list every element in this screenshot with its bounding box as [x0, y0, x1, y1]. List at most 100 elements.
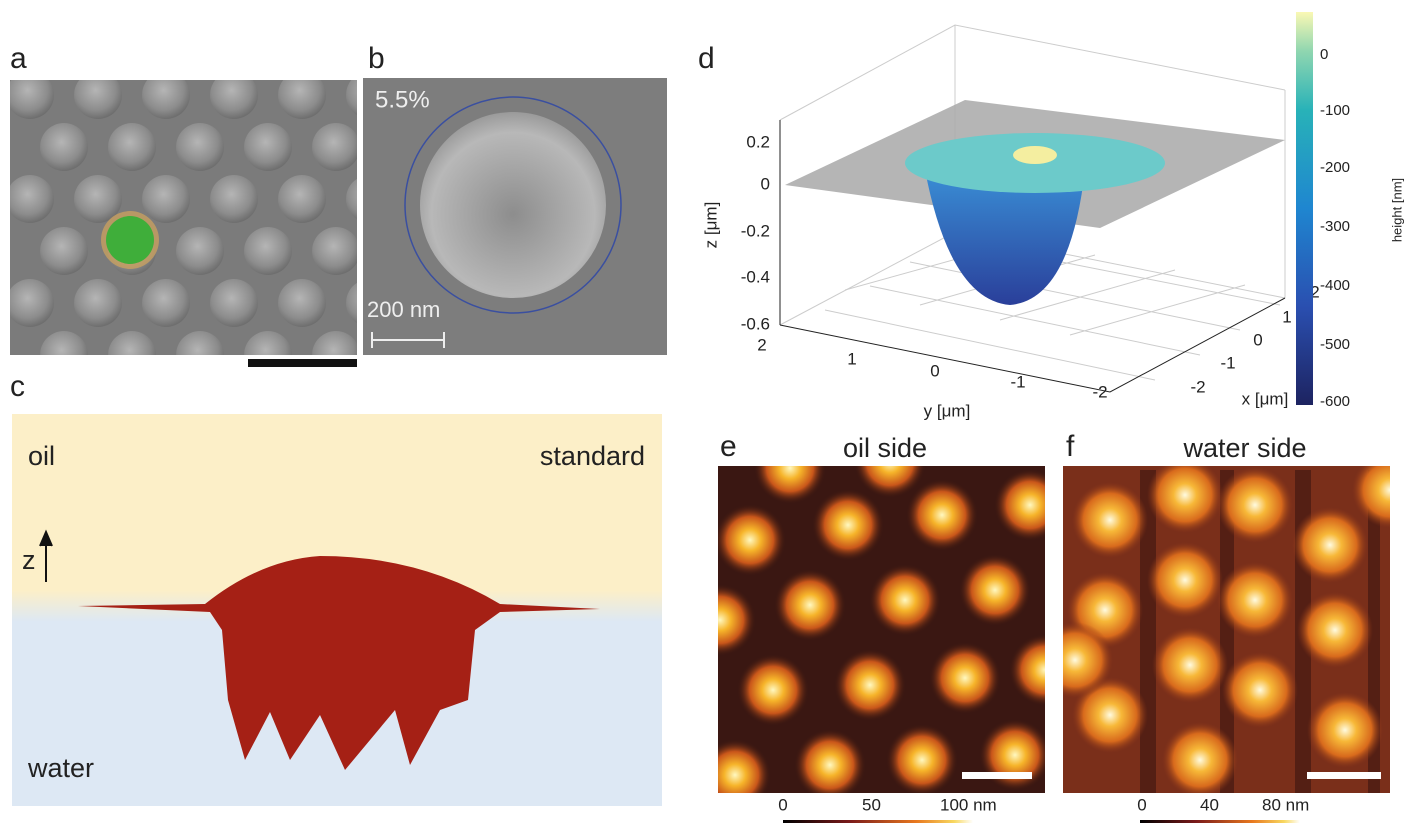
- scale-bar: [1307, 772, 1381, 779]
- bump: [74, 71, 122, 119]
- bump: [278, 71, 326, 119]
- highlight: [106, 216, 154, 264]
- bump: [6, 279, 54, 327]
- bump: [142, 279, 190, 327]
- domain: [1147, 457, 1223, 533]
- y-tick-label: 1: [847, 349, 856, 368]
- axis-label: z [μm]: [701, 202, 720, 249]
- axis-label: z: [22, 545, 36, 575]
- colorbar-tick-label: 80 nm: [1262, 795, 1309, 814]
- z-tick-label: -0.4: [741, 267, 770, 286]
- domain: [886, 724, 958, 796]
- domain: [714, 504, 786, 576]
- colorbar-tick-label: 40: [1200, 795, 1219, 814]
- colorbar-tick-label: 50: [862, 795, 881, 814]
- x-tick-label: 1: [1282, 307, 1291, 326]
- bump: [142, 71, 190, 119]
- bump: [6, 71, 54, 119]
- domain: [1217, 467, 1293, 543]
- colorbar: [783, 820, 973, 823]
- domain: [684, 584, 756, 656]
- colorbar-label: height [nm]: [1389, 178, 1404, 242]
- panel-label: f: [1066, 430, 1075, 463]
- domain: [869, 564, 941, 636]
- colorbar-tick-label: -500: [1320, 336, 1350, 353]
- axis-label: x [μm]: [1242, 389, 1289, 408]
- colorbar-tick-label: -200: [1320, 159, 1350, 176]
- colorbar-tick-label: 0: [1137, 795, 1146, 814]
- colorbar-tick-label: -300: [1320, 218, 1350, 235]
- domain: [754, 432, 826, 504]
- domain: [1152, 627, 1228, 703]
- bump: [108, 331, 156, 379]
- bump: [244, 123, 292, 171]
- bump: [210, 279, 258, 327]
- bump: [278, 175, 326, 223]
- colorbar-tick-label: 0: [778, 795, 787, 814]
- colorbar: [1140, 820, 1300, 823]
- x-tick-label: -1: [1220, 353, 1235, 372]
- bump: [312, 331, 360, 379]
- domain: [1162, 722, 1238, 798]
- label: oil: [28, 441, 55, 471]
- colorbar-tick-label: -400: [1320, 277, 1350, 294]
- bump: [176, 227, 224, 275]
- bump: [176, 331, 224, 379]
- bump: [40, 331, 88, 379]
- panel-label: d: [698, 42, 715, 75]
- label: water: [27, 753, 94, 783]
- domain: [1072, 482, 1148, 558]
- panel-title: oil side: [843, 433, 927, 463]
- domain: [1037, 622, 1113, 698]
- domain: [929, 642, 1001, 714]
- domain: [737, 654, 809, 726]
- figure: a b 5.5% 200 nm c oil standard z water d…: [0, 0, 1411, 825]
- domain: [834, 649, 906, 721]
- z-tick-label: -0.2: [741, 221, 770, 240]
- colorbar-tick-label: 100 nm: [940, 795, 997, 814]
- y-tick-label: -1: [1010, 372, 1025, 391]
- domain: [1217, 562, 1293, 638]
- colorbar: [1296, 12, 1313, 405]
- domain: [699, 739, 771, 811]
- domain: [774, 569, 846, 641]
- domain: [794, 729, 866, 801]
- domains: [1037, 452, 1411, 800]
- z-tick-label: -0.6: [741, 314, 770, 333]
- x-tick-label: 0: [1253, 330, 1262, 349]
- y-tick-label: -2: [1092, 382, 1107, 401]
- percentage: 5.5%: [375, 86, 430, 113]
- domain: [1147, 542, 1223, 618]
- colorbar-tick-label: -100: [1320, 102, 1350, 119]
- colorbar-tick-label: -600: [1320, 393, 1350, 410]
- y-tick-label: 2: [757, 335, 766, 354]
- bump: [312, 227, 360, 275]
- bump: [176, 123, 224, 171]
- z-tick-label: 0: [761, 174, 770, 193]
- bump: [244, 227, 292, 275]
- scale-bar: [248, 359, 357, 367]
- peak: [1013, 146, 1057, 164]
- axis-line: [780, 298, 1285, 392]
- domain: [906, 479, 978, 551]
- domain: [1307, 692, 1383, 768]
- z-tick-label: 0.2: [746, 132, 770, 151]
- domain: [812, 489, 884, 561]
- panel-label: b: [368, 42, 385, 75]
- panel-label: c: [10, 370, 25, 403]
- bump: [244, 331, 292, 379]
- panel-label: e: [720, 430, 737, 463]
- bump: [278, 279, 326, 327]
- domain: [959, 554, 1031, 626]
- label: standard: [540, 441, 645, 471]
- domain: [994, 469, 1066, 541]
- bump: [6, 175, 54, 223]
- bump: [40, 123, 88, 171]
- particle: [420, 112, 606, 298]
- axis-label: y [μm]: [924, 401, 971, 420]
- bump: [74, 279, 122, 327]
- panel-title: water side: [1182, 433, 1306, 463]
- domain: [1222, 652, 1298, 728]
- bump: [312, 123, 360, 171]
- domain: [979, 719, 1051, 791]
